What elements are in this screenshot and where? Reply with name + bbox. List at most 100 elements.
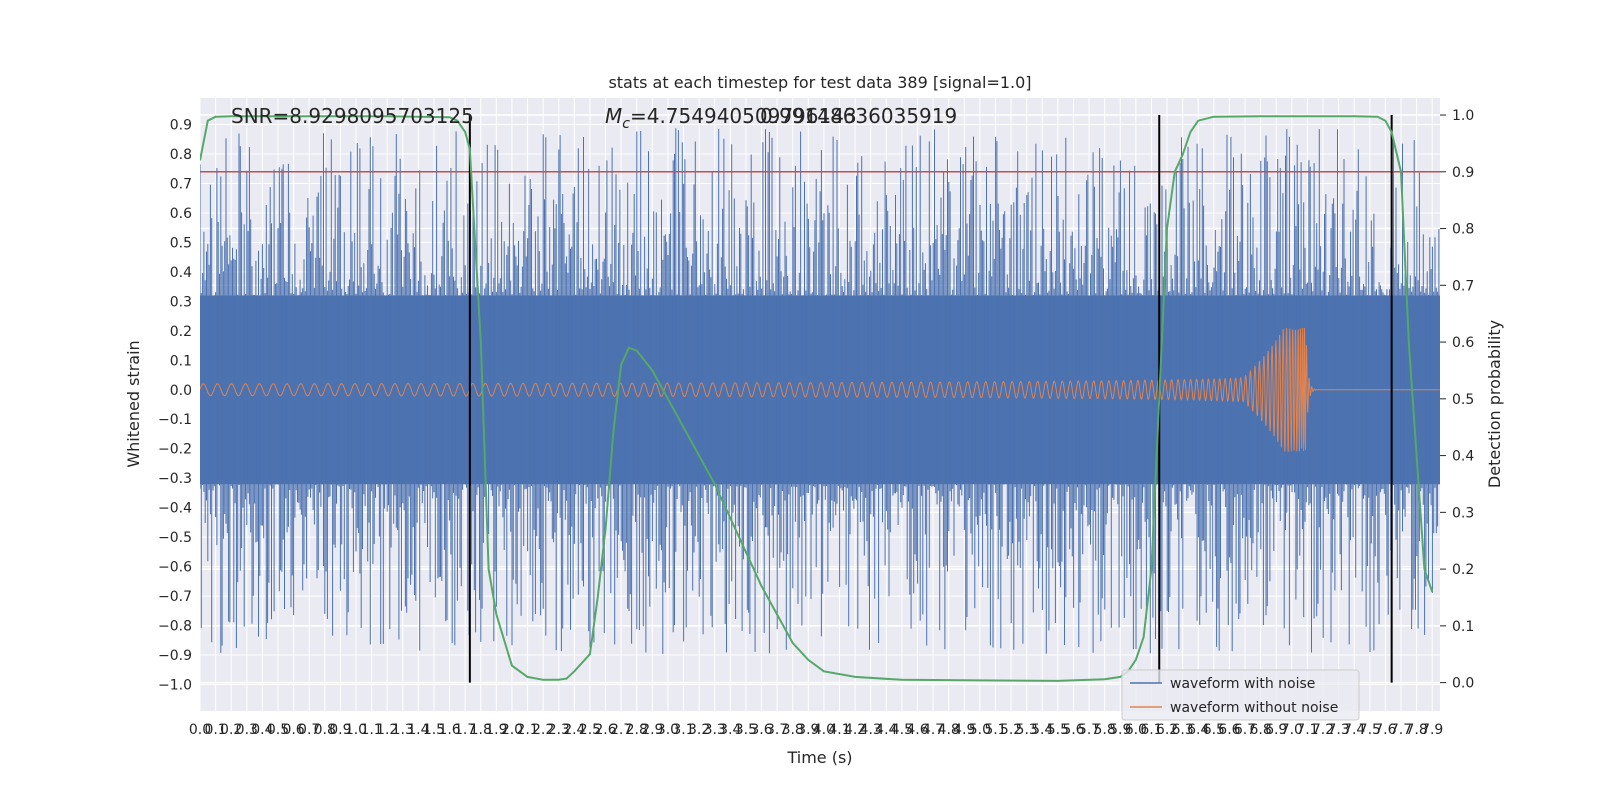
x-tick-label: 0.5: [267, 722, 289, 738]
x-tick-label: 4.9: [953, 722, 975, 738]
y-tick-label: −0.7: [158, 589, 192, 605]
y2-tick-label: 0.8: [1452, 222, 1474, 238]
x-tick-label: 2.9: [641, 722, 663, 738]
x-tick-label: 4.6: [906, 722, 928, 738]
x-tick-label: 0.7: [298, 722, 320, 738]
y2-tick-labels: 1.0 0.9 0.8 0.7 0.6 0.5 0.4 0.3 0.2 0.1 0.0: [1440, 108, 1474, 692]
x-tick-label: 0.0: [189, 722, 211, 738]
x-tick-label: 0.9: [329, 722, 351, 738]
x-tick-label: 7.6: [1374, 722, 1396, 738]
legend: waveform with noise waveform without noi…: [1121, 669, 1360, 721]
x-tick-label: 7.2: [1312, 722, 1334, 738]
x-tick-label: 1.8: [470, 722, 492, 738]
x-tick-label: 0.3: [236, 722, 258, 738]
x-tick-label: 6.1: [1140, 722, 1162, 738]
y-tick-label: −0.5: [158, 530, 192, 546]
x-tick-label: 2.6: [594, 722, 616, 738]
x-tick-label: 6.9: [1265, 722, 1287, 738]
x-tick-label: 3.9: [797, 722, 819, 738]
y-tick-label: −1.0: [158, 677, 192, 693]
y-tick-label: −0.4: [158, 501, 192, 517]
x-tick-label: 7.1: [1296, 722, 1318, 738]
y2-tick-label: 0.9: [1452, 165, 1474, 181]
y2-tick-label: 1.0: [1452, 108, 1474, 124]
y2-tick-label: 0.2: [1452, 562, 1474, 578]
x-tick-label: 1.1: [360, 722, 382, 738]
x-tick-label: 4.3: [860, 722, 882, 738]
x-tick-label: 0.1: [204, 722, 226, 738]
detection-probability-line: [200, 115, 1434, 682]
y-tick-label: −0.9: [158, 648, 192, 664]
y-tick-label: −0.8: [158, 619, 192, 635]
y-tick-label: 0.3: [170, 294, 192, 310]
x-tick-label: 3.5: [735, 722, 757, 738]
y-tick-label: 0.7: [170, 176, 192, 192]
x-tick-label: 4.2: [844, 722, 866, 738]
x-tick-label: 1.5: [423, 722, 445, 738]
x-tick-label: 4.8: [938, 722, 960, 738]
x-tick-label: 7.9: [1421, 722, 1443, 738]
x-tick-label: 2.5: [579, 722, 601, 738]
x-tick-label: 0.8: [314, 722, 336, 738]
x-tick-label: 5.5: [1047, 722, 1069, 738]
x-tick-label: 6.5: [1203, 722, 1225, 738]
y-tick-label: 0.1: [170, 353, 192, 369]
y2-tick-label: 0.1: [1452, 619, 1474, 635]
x-tick-label: 3.2: [688, 722, 710, 738]
x-tick-labels: 0.00.10.20.30.40.50.60.70.80.91.01.11.21…: [189, 722, 1443, 738]
x-tick-label: 6.0: [1125, 722, 1147, 738]
y-tick-label: 0.4: [170, 265, 192, 281]
x-tick-label: 0.2: [220, 722, 242, 738]
x-tick-label: 0.6: [282, 722, 304, 738]
x-tick-label: 7.5: [1359, 722, 1381, 738]
y-tick-label: −0.2: [158, 442, 192, 458]
x-tick-label: 4.1: [828, 722, 850, 738]
x-tick-label: 1.2: [376, 722, 398, 738]
y2-axis-label: Detection probability: [1485, 320, 1504, 488]
x-tick-label: 4.7: [922, 722, 944, 738]
x-tick-label: 6.2: [1156, 722, 1178, 738]
x-tick-label: 2.2: [532, 722, 554, 738]
x-tick-label: 5.4: [1031, 722, 1053, 738]
x-tick-label: 2.8: [626, 722, 648, 738]
x-tick-label: 0.4: [251, 722, 273, 738]
x-tick-label: 1.6: [438, 722, 460, 738]
y-tick-label: −0.3: [158, 471, 192, 487]
x-tick-label: 6.8: [1249, 722, 1271, 738]
x-tick-label: 1.3: [392, 722, 414, 738]
y-tick-label: 0.5: [170, 235, 192, 251]
y2-tick-label: 0.6: [1452, 335, 1474, 351]
x-tick-label: 3.3: [704, 722, 726, 738]
x-tick-label: 1.0: [345, 722, 367, 738]
x-tick-label: 7.4: [1343, 722, 1365, 738]
x-tick-label: 5.9: [1109, 722, 1131, 738]
y-tick-label: −0.1: [158, 412, 192, 428]
x-tick-label: 6.3: [1172, 722, 1194, 738]
y2-tick-label: 0.5: [1452, 392, 1474, 408]
x-tick-label: 1.7: [454, 722, 476, 738]
chirp-mass-annotation: Mc=4.754940509796143: [605, 104, 857, 132]
x-tick-label: 5.2: [1000, 722, 1022, 738]
x-tick-label: 5.3: [1016, 722, 1038, 738]
overlap-annotation: 0.99148636035919: [760, 104, 957, 128]
snr-annotation: SNR=8.9298095703125: [231, 104, 474, 128]
x-tick-label: 7.3: [1327, 722, 1349, 738]
x-tick-label: 2.1: [516, 722, 538, 738]
x-tick-label: 4.4: [875, 722, 897, 738]
legend-label-noise: waveform with noise: [1170, 676, 1315, 692]
y-tick-label: 0.8: [170, 147, 192, 163]
x-tick-label: 6.6: [1218, 722, 1240, 738]
x-tick-label: 3.8: [782, 722, 804, 738]
x-tick-label: 2.4: [563, 722, 585, 738]
y-tick-label: 0.2: [170, 324, 192, 340]
x-tick-label: 5.6: [1062, 722, 1084, 738]
x-tick-label: 4.5: [891, 722, 913, 738]
y2-tick-label: 0.4: [1452, 449, 1474, 465]
y-tick-label: −0.6: [158, 560, 192, 576]
legend-box: [1121, 669, 1360, 721]
x-tick-label: 2.0: [501, 722, 523, 738]
y2-tick-label: 0.3: [1452, 505, 1474, 521]
x-tick-label: 6.7: [1234, 722, 1256, 738]
y-tick-label: 0.6: [170, 206, 192, 222]
